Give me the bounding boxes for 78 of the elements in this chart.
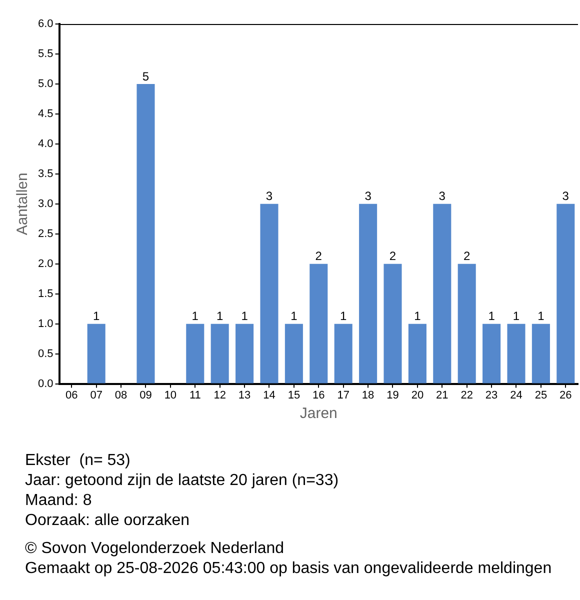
text: Ekster (n= 53) [25,451,132,471]
data-label: 1 [340,309,347,324]
data-label: 1 [488,309,496,324]
y-tick-label: 5.0 [38,78,54,90]
x-axis-title: Jaren [300,405,338,422]
y-tick-label: 1.0 [38,318,54,330]
bar [532,324,550,384]
x-tick-label: 18 [362,389,374,402]
data-label: 3 [364,189,372,204]
text: Jaar: getoond zijn de laatste 20 jaren (n=33) [25,471,340,491]
data-label: 1 [414,309,422,324]
x-tick-label: 16 [312,389,325,402]
bar [359,204,378,384]
x-tick-label: 10 [164,389,177,402]
x-tick-label: 25 [534,389,548,402]
bar [433,204,452,384]
bar [458,264,476,384]
y-tick-label: 2.0 [38,258,54,270]
data-label: 2 [315,249,322,264]
y-tick-label: 0.0 [38,378,54,390]
bar [284,324,303,384]
data-label: 2 [389,249,396,264]
data-label: 5 [142,69,150,84]
data-label: 1 [93,309,100,324]
x-tick-label: 13 [238,389,251,402]
y-tick-label: 2.5 [38,228,54,240]
bar [384,264,402,384]
text: © Sovon Vogelonderzoek Nederland [25,539,286,559]
x-tick-label: 17 [337,389,350,402]
bar [260,204,278,384]
x-tick-label: 19 [386,389,399,402]
data-label: 1 [216,309,224,324]
x-tick-label: 08 [114,389,128,402]
bar [482,324,501,384]
bar [334,324,352,384]
data-label: 1 [241,309,248,324]
x-tick-label: 14 [263,389,276,402]
x-tick-label: 09 [140,389,152,402]
data-label: 3 [562,189,570,204]
bar [507,324,526,384]
y-tick-label: 5.5 [38,48,54,60]
data-label: 1 [512,309,520,324]
y-axis-title: Aantallen [14,172,32,236]
bar [186,324,204,384]
x-tick-label: 24 [510,389,522,402]
data-label: 1 [538,309,545,324]
bar [310,264,328,384]
data-label: 1 [192,309,199,324]
bar [408,324,426,384]
bar [556,204,575,384]
bar [87,324,106,384]
data-label: 3 [438,189,446,204]
y-tick-label: 6.0 [38,18,54,30]
y-tick-label: 1.5 [38,288,54,300]
y-tick-label: 3.0 [38,198,54,210]
y-tick-label: 4.0 [38,138,54,150]
x-tick-label: 15 [288,389,300,402]
bar [236,324,254,384]
x-tick-label: 12 [214,389,226,402]
y-tick-label: 4.5 [38,108,54,120]
x-tick-label: 22 [460,389,473,402]
text: Gemaakt op 25-08-2026 05:43:00 op basis van ongevalideerde meldingen [25,559,553,579]
data-label: 1 [290,309,298,324]
bar [210,324,229,384]
x-tick-label: 21 [436,389,448,402]
y-tick-label: 3.5 [38,168,54,180]
x-tick-label: 06 [66,389,78,402]
bar [136,84,155,384]
x-tick-label: 11 [189,389,201,402]
x-tick-label: 26 [560,389,572,402]
x-tick-label: 07 [90,389,102,402]
y-tick-label: 0.5 [38,348,54,360]
x-tick-label: 23 [485,389,498,402]
data-label: 2 [464,249,471,264]
text: Oorzaak: alle oorzaken [25,511,191,531]
text: Maand: 8 [25,491,93,511]
data-label: 3 [266,189,273,204]
x-tick-label: 20 [411,389,424,402]
